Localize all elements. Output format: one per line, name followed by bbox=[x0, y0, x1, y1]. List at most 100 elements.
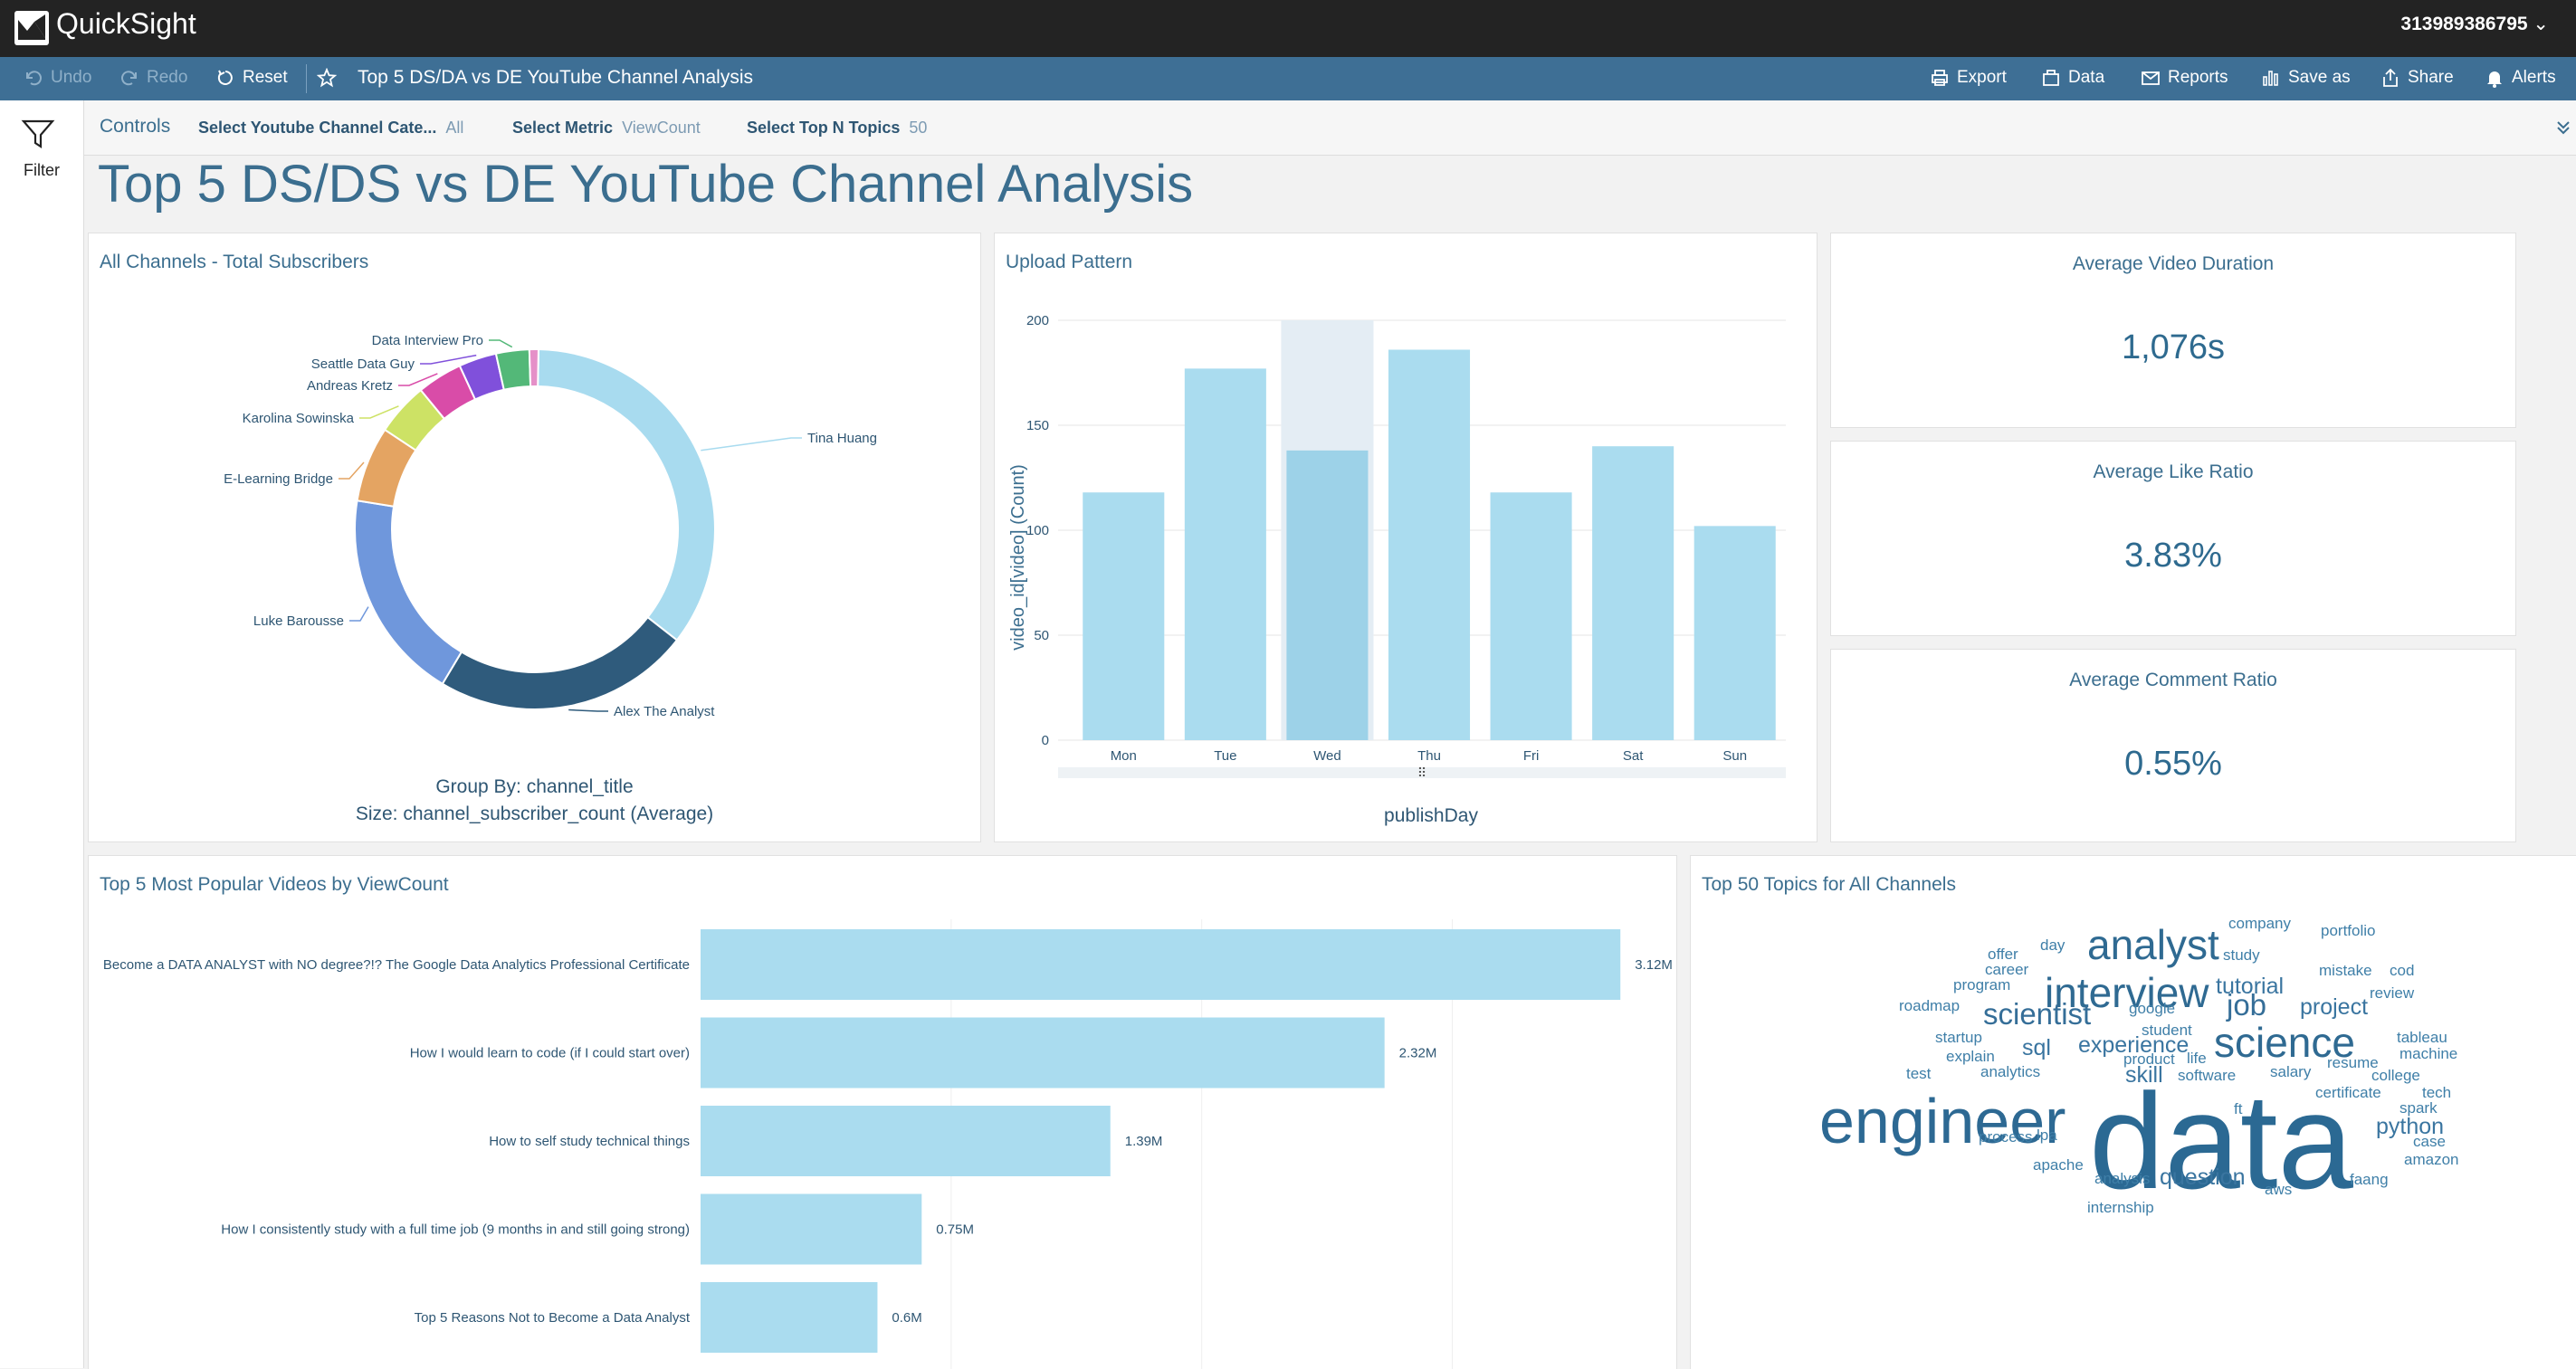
analysis-title[interactable]: Top 5 DS/DA vs DE YouTube Channel Analys… bbox=[358, 67, 753, 88]
word-cloud-word[interactable]: software bbox=[2178, 1067, 2237, 1084]
word-cloud-word[interactable]: ft bbox=[2234, 1100, 2243, 1117]
donut-slice[interactable] bbox=[528, 348, 539, 388]
word-cloud-word[interactable]: day bbox=[2040, 936, 2066, 954]
bar[interactable] bbox=[1083, 492, 1165, 740]
word-cloud-word[interactable]: interview bbox=[2045, 969, 2209, 1016]
bar[interactable] bbox=[1184, 368, 1266, 740]
filter-button[interactable] bbox=[20, 116, 56, 157]
word-cloud-word[interactable]: college bbox=[2371, 1067, 2420, 1084]
word-cloud-word[interactable]: question bbox=[2160, 1165, 2246, 1190]
bar[interactable] bbox=[1286, 450, 1369, 740]
favorite-button[interactable] bbox=[317, 68, 337, 88]
word-cloud-word[interactable]: experience bbox=[2078, 1032, 2190, 1058]
donut-slice[interactable] bbox=[354, 499, 463, 686]
control-channel-category[interactable]: Select Youtube Channel Cate... All bbox=[198, 119, 463, 138]
word-cloud-word[interactable]: aws bbox=[2265, 1181, 2293, 1198]
collapse-controls-button[interactable] bbox=[2554, 119, 2572, 141]
word-cloud-word[interactable]: data bbox=[2089, 1065, 2353, 1217]
donut-slice[interactable] bbox=[441, 615, 679, 710]
word-cloud-word[interactable]: tech bbox=[2422, 1084, 2452, 1101]
bar[interactable] bbox=[701, 1106, 1111, 1176]
bar[interactable] bbox=[1693, 526, 1776, 740]
word-cloud-word[interactable]: startup bbox=[1935, 1029, 1982, 1046]
word-cloud-word[interactable]: resume bbox=[2327, 1054, 2379, 1071]
share-button[interactable]: Share bbox=[2380, 68, 2454, 88]
word-cloud-word[interactable]: analysis bbox=[2094, 1170, 2151, 1187]
topics-wordcloud-visual[interactable]: Top 50 Topics for All Channels company po… bbox=[1690, 855, 2576, 1369]
undo-button[interactable]: Undo bbox=[24, 68, 91, 88]
word-cloud-word[interactable]: portfolio bbox=[2321, 922, 2376, 939]
word-cloud-word[interactable]: scientist bbox=[1983, 997, 2092, 1031]
bar[interactable] bbox=[1592, 446, 1674, 740]
scroll-handle-icon[interactable]: ⠿ bbox=[1417, 765, 1426, 780]
word-cloud-word[interactable]: cod bbox=[2390, 962, 2415, 979]
word-cloud-word[interactable]: apache bbox=[2033, 1156, 2084, 1174]
bar[interactable] bbox=[701, 1282, 878, 1353]
word-cloud-word[interactable]: python bbox=[2376, 1114, 2445, 1139]
kpi-average-video-duration[interactable]: Average Video Duration 1,076s bbox=[1830, 233, 2516, 428]
alerts-button[interactable]: Alerts bbox=[2485, 68, 2556, 88]
word-cloud-word[interactable]: google bbox=[2129, 1000, 2176, 1017]
top-videos-visual[interactable]: Top 5 Most Popular Videos by ViewCount B… bbox=[88, 855, 1677, 1369]
word-cloud-word[interactable]: lpa bbox=[2037, 1127, 2057, 1144]
word-cloud-word[interactable]: explain bbox=[1946, 1048, 1995, 1065]
data-label: Data bbox=[2068, 68, 2105, 87]
redo-button[interactable]: Redo bbox=[119, 68, 187, 88]
word-cloud-word[interactable]: science bbox=[2214, 1019, 2355, 1066]
kpi-average-like-ratio[interactable]: Average Like Ratio 3.83% bbox=[1830, 441, 2516, 636]
word-cloud-word[interactable]: product bbox=[2123, 1051, 2175, 1068]
bar[interactable] bbox=[701, 1193, 922, 1265]
word-cloud-word[interactable]: company bbox=[2228, 915, 2291, 932]
control-metric[interactable]: Select Metric ViewCount bbox=[512, 119, 701, 138]
controls-label[interactable]: Controls bbox=[100, 116, 171, 137]
word-cloud-word[interactable]: sql bbox=[2022, 1035, 2051, 1060]
subscribers-donut-visual[interactable]: All Channels - Total Subscribers Tina Hu… bbox=[88, 233, 981, 842]
y-axis-title: video_id[video] (Count) bbox=[1008, 464, 1028, 651]
word-cloud-word[interactable]: case bbox=[2413, 1133, 2446, 1150]
word-cloud-word[interactable]: analyst bbox=[2087, 921, 2219, 968]
bar[interactable] bbox=[701, 1017, 1385, 1089]
export-button[interactable]: Export bbox=[1930, 68, 2007, 88]
y-tick-label: 50 bbox=[1034, 628, 1049, 643]
word-cloud-word[interactable]: job bbox=[2227, 988, 2267, 1022]
word-cloud-word[interactable]: career bbox=[1985, 961, 2029, 978]
word-cloud-word[interactable]: engineer bbox=[1819, 1086, 2066, 1156]
word-cloud-word[interactable]: study bbox=[2223, 946, 2260, 964]
word-cloud-word[interactable]: tableau bbox=[2397, 1029, 2447, 1046]
word-cloud-word[interactable]: tutorial bbox=[2216, 974, 2285, 999]
control-top-n-topics[interactable]: Select Top N Topics 50 bbox=[747, 119, 927, 138]
account-menu[interactable]: 313989386795 bbox=[2400, 13, 2549, 35]
word-cloud-word[interactable]: faang bbox=[2350, 1171, 2389, 1188]
word-cloud-word[interactable]: roadmap bbox=[1899, 997, 1961, 1014]
word-cloud-word[interactable]: salary bbox=[2270, 1063, 2312, 1080]
word-cloud-word[interactable]: spark bbox=[2399, 1099, 2438, 1117]
word-cloud-word[interactable]: project bbox=[2300, 994, 2369, 1020]
word-cloud-word[interactable]: analytics bbox=[1980, 1063, 2041, 1080]
save-as-button[interactable]: Save as bbox=[2261, 68, 2351, 88]
word-cloud-word[interactable]: process bbox=[1979, 1128, 2033, 1146]
word-cloud-word[interactable]: internship bbox=[2087, 1199, 2154, 1216]
quicksight-logo-icon[interactable] bbox=[14, 11, 49, 45]
bar[interactable] bbox=[701, 929, 1621, 1000]
word-cloud-word[interactable]: amazon bbox=[2404, 1151, 2459, 1168]
reset-button[interactable]: Reset bbox=[215, 68, 288, 88]
word-cloud-word[interactable]: program bbox=[1953, 976, 2011, 993]
scroll-bar[interactable] bbox=[1058, 767, 1786, 778]
bar[interactable] bbox=[1388, 349, 1471, 740]
word-cloud-word[interactable]: certificate bbox=[2315, 1084, 2381, 1101]
word-cloud-word[interactable]: test bbox=[1906, 1065, 1932, 1082]
word-cloud-word[interactable]: offer bbox=[1988, 946, 2018, 963]
word-cloud-word[interactable]: student bbox=[2142, 1022, 2192, 1039]
word-cloud-word[interactable]: life bbox=[2187, 1050, 2207, 1067]
word-cloud-word[interactable]: mistake bbox=[2319, 962, 2372, 979]
data-button[interactable]: Data bbox=[2041, 68, 2104, 88]
kpi-average-comment-ratio[interactable]: Average Comment Ratio 0.55% bbox=[1830, 649, 2516, 842]
reports-button[interactable]: Reports bbox=[2141, 68, 2228, 88]
word-cloud-word[interactable]: machine bbox=[2399, 1045, 2458, 1062]
upload-pattern-visual[interactable]: Upload Pattern 0 50 100 150 200 Mon Tue Wed Thu F… bbox=[994, 233, 1818, 842]
donut-chart: Tina Huang Alex The Analyst Luke Barousse E… bbox=[224, 333, 877, 719]
donut-slice[interactable] bbox=[537, 348, 716, 642]
word-cloud-word[interactable]: review bbox=[2370, 984, 2415, 1002]
bar[interactable] bbox=[1490, 492, 1572, 740]
word-cloud-word[interactable]: skill bbox=[2125, 1062, 2163, 1088]
